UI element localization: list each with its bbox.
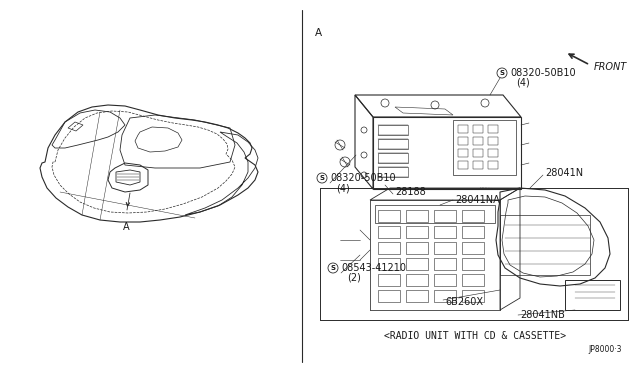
Bar (378, 258, 400, 270)
Bar (375, 205, 495, 223)
Bar (462, 290, 484, 302)
Text: A: A (315, 28, 322, 38)
Text: FRONT: FRONT (594, 62, 627, 72)
Bar (406, 258, 428, 270)
Text: JP8000·3: JP8000·3 (589, 346, 622, 355)
Bar (406, 226, 428, 238)
Text: (2): (2) (347, 273, 361, 283)
Text: 08320-50B10: 08320-50B10 (510, 68, 575, 78)
Bar (378, 125, 408, 135)
Bar (462, 274, 484, 286)
Bar (462, 242, 484, 254)
Bar (434, 242, 456, 254)
Bar (458, 137, 468, 145)
Bar (434, 274, 456, 286)
Bar (406, 290, 428, 302)
Bar (473, 125, 483, 133)
Bar (488, 137, 498, 145)
Text: 08320-50B10: 08320-50B10 (330, 173, 396, 183)
Bar (434, 258, 456, 270)
Text: (4): (4) (336, 183, 349, 193)
Bar (434, 226, 456, 238)
Bar (462, 210, 484, 222)
Text: 08543-41210: 08543-41210 (341, 263, 406, 273)
Bar (462, 258, 484, 270)
Text: 28041NA: 28041NA (455, 195, 500, 205)
Text: 28188: 28188 (395, 187, 426, 197)
Bar (473, 161, 483, 169)
Bar (565, 280, 620, 310)
Bar (378, 242, 400, 254)
Bar (488, 125, 498, 133)
Bar (378, 274, 400, 286)
Bar (488, 149, 498, 157)
Bar (473, 137, 483, 145)
Text: A: A (123, 222, 129, 232)
Bar (378, 153, 408, 163)
Bar (406, 210, 428, 222)
Text: S: S (499, 70, 504, 76)
Bar (434, 290, 456, 302)
Bar (378, 167, 408, 177)
Text: 28041N: 28041N (545, 168, 583, 178)
Text: 28041NB: 28041NB (520, 310, 565, 320)
Bar (378, 210, 400, 222)
Bar (378, 226, 400, 238)
Bar (458, 161, 468, 169)
Text: S: S (319, 175, 324, 181)
Bar (406, 274, 428, 286)
Bar (500, 215, 590, 275)
Bar (458, 125, 468, 133)
Bar (406, 242, 428, 254)
Bar (473, 149, 483, 157)
Bar (378, 290, 400, 302)
Bar (434, 210, 456, 222)
Bar (458, 149, 468, 157)
Text: (4): (4) (516, 77, 530, 87)
Bar (462, 226, 484, 238)
Text: <RADIO UNIT WITH CD & CASSETTE>: <RADIO UNIT WITH CD & CASSETTE> (384, 331, 566, 341)
Bar (378, 139, 408, 149)
Text: S: S (330, 265, 335, 271)
Bar (488, 161, 498, 169)
Text: 6B260X: 6B260X (445, 297, 483, 307)
